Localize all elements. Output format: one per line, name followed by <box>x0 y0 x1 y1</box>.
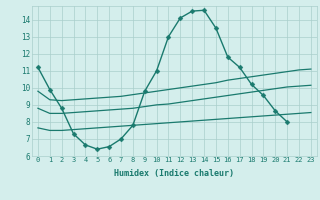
X-axis label: Humidex (Indice chaleur): Humidex (Indice chaleur) <box>115 169 234 178</box>
